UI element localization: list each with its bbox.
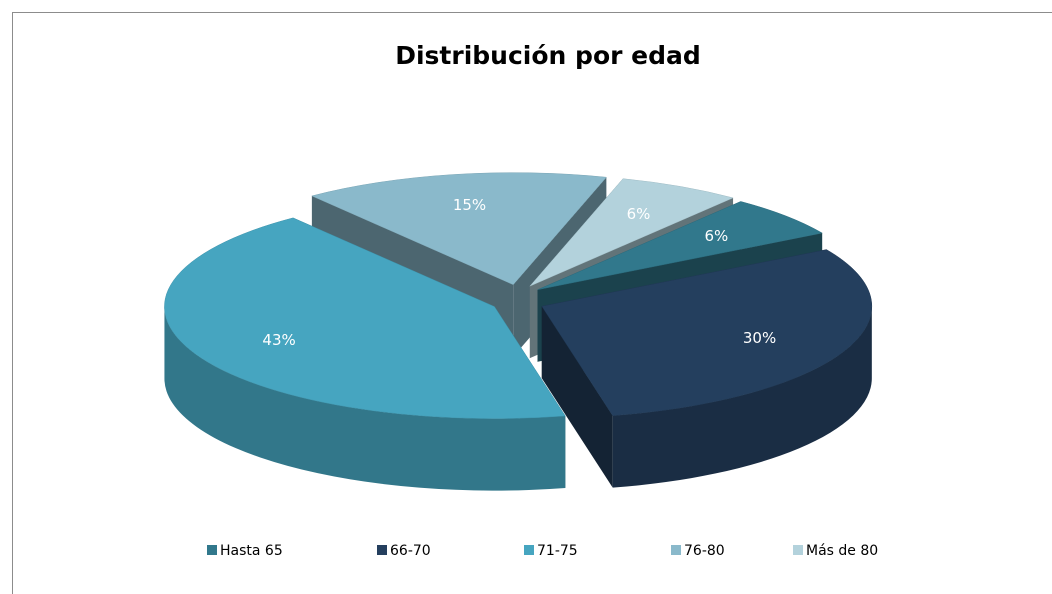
- legend-swatch: [671, 545, 681, 555]
- slice: [541, 249, 873, 416]
- legend-swatch: [793, 545, 803, 555]
- slice: [537, 201, 823, 290]
- data-label: 6%: [627, 205, 651, 223]
- legend-label: Más de 80: [806, 543, 878, 559]
- slice-side: [541, 306, 613, 488]
- chart-title: Distribución por edad: [395, 41, 701, 70]
- legend-label: 71-75: [537, 543, 578, 559]
- legend-label: 66-70: [390, 543, 431, 559]
- slice: [311, 172, 607, 285]
- slice-wall: [612, 306, 872, 488]
- slice: [529, 178, 734, 287]
- data-label: 43%: [262, 331, 295, 349]
- legend-label: 76-80: [684, 543, 725, 559]
- data-label: 30%: [743, 329, 776, 347]
- slice-wall: [164, 306, 566, 491]
- data-label: 15%: [453, 196, 486, 214]
- legend-swatch: [207, 545, 217, 555]
- legend-swatch: [524, 545, 534, 555]
- legend-label: Hasta 65: [220, 543, 283, 559]
- data-label: 6%: [704, 227, 728, 245]
- legend-swatch: [377, 545, 387, 555]
- slice: [164, 217, 566, 419]
